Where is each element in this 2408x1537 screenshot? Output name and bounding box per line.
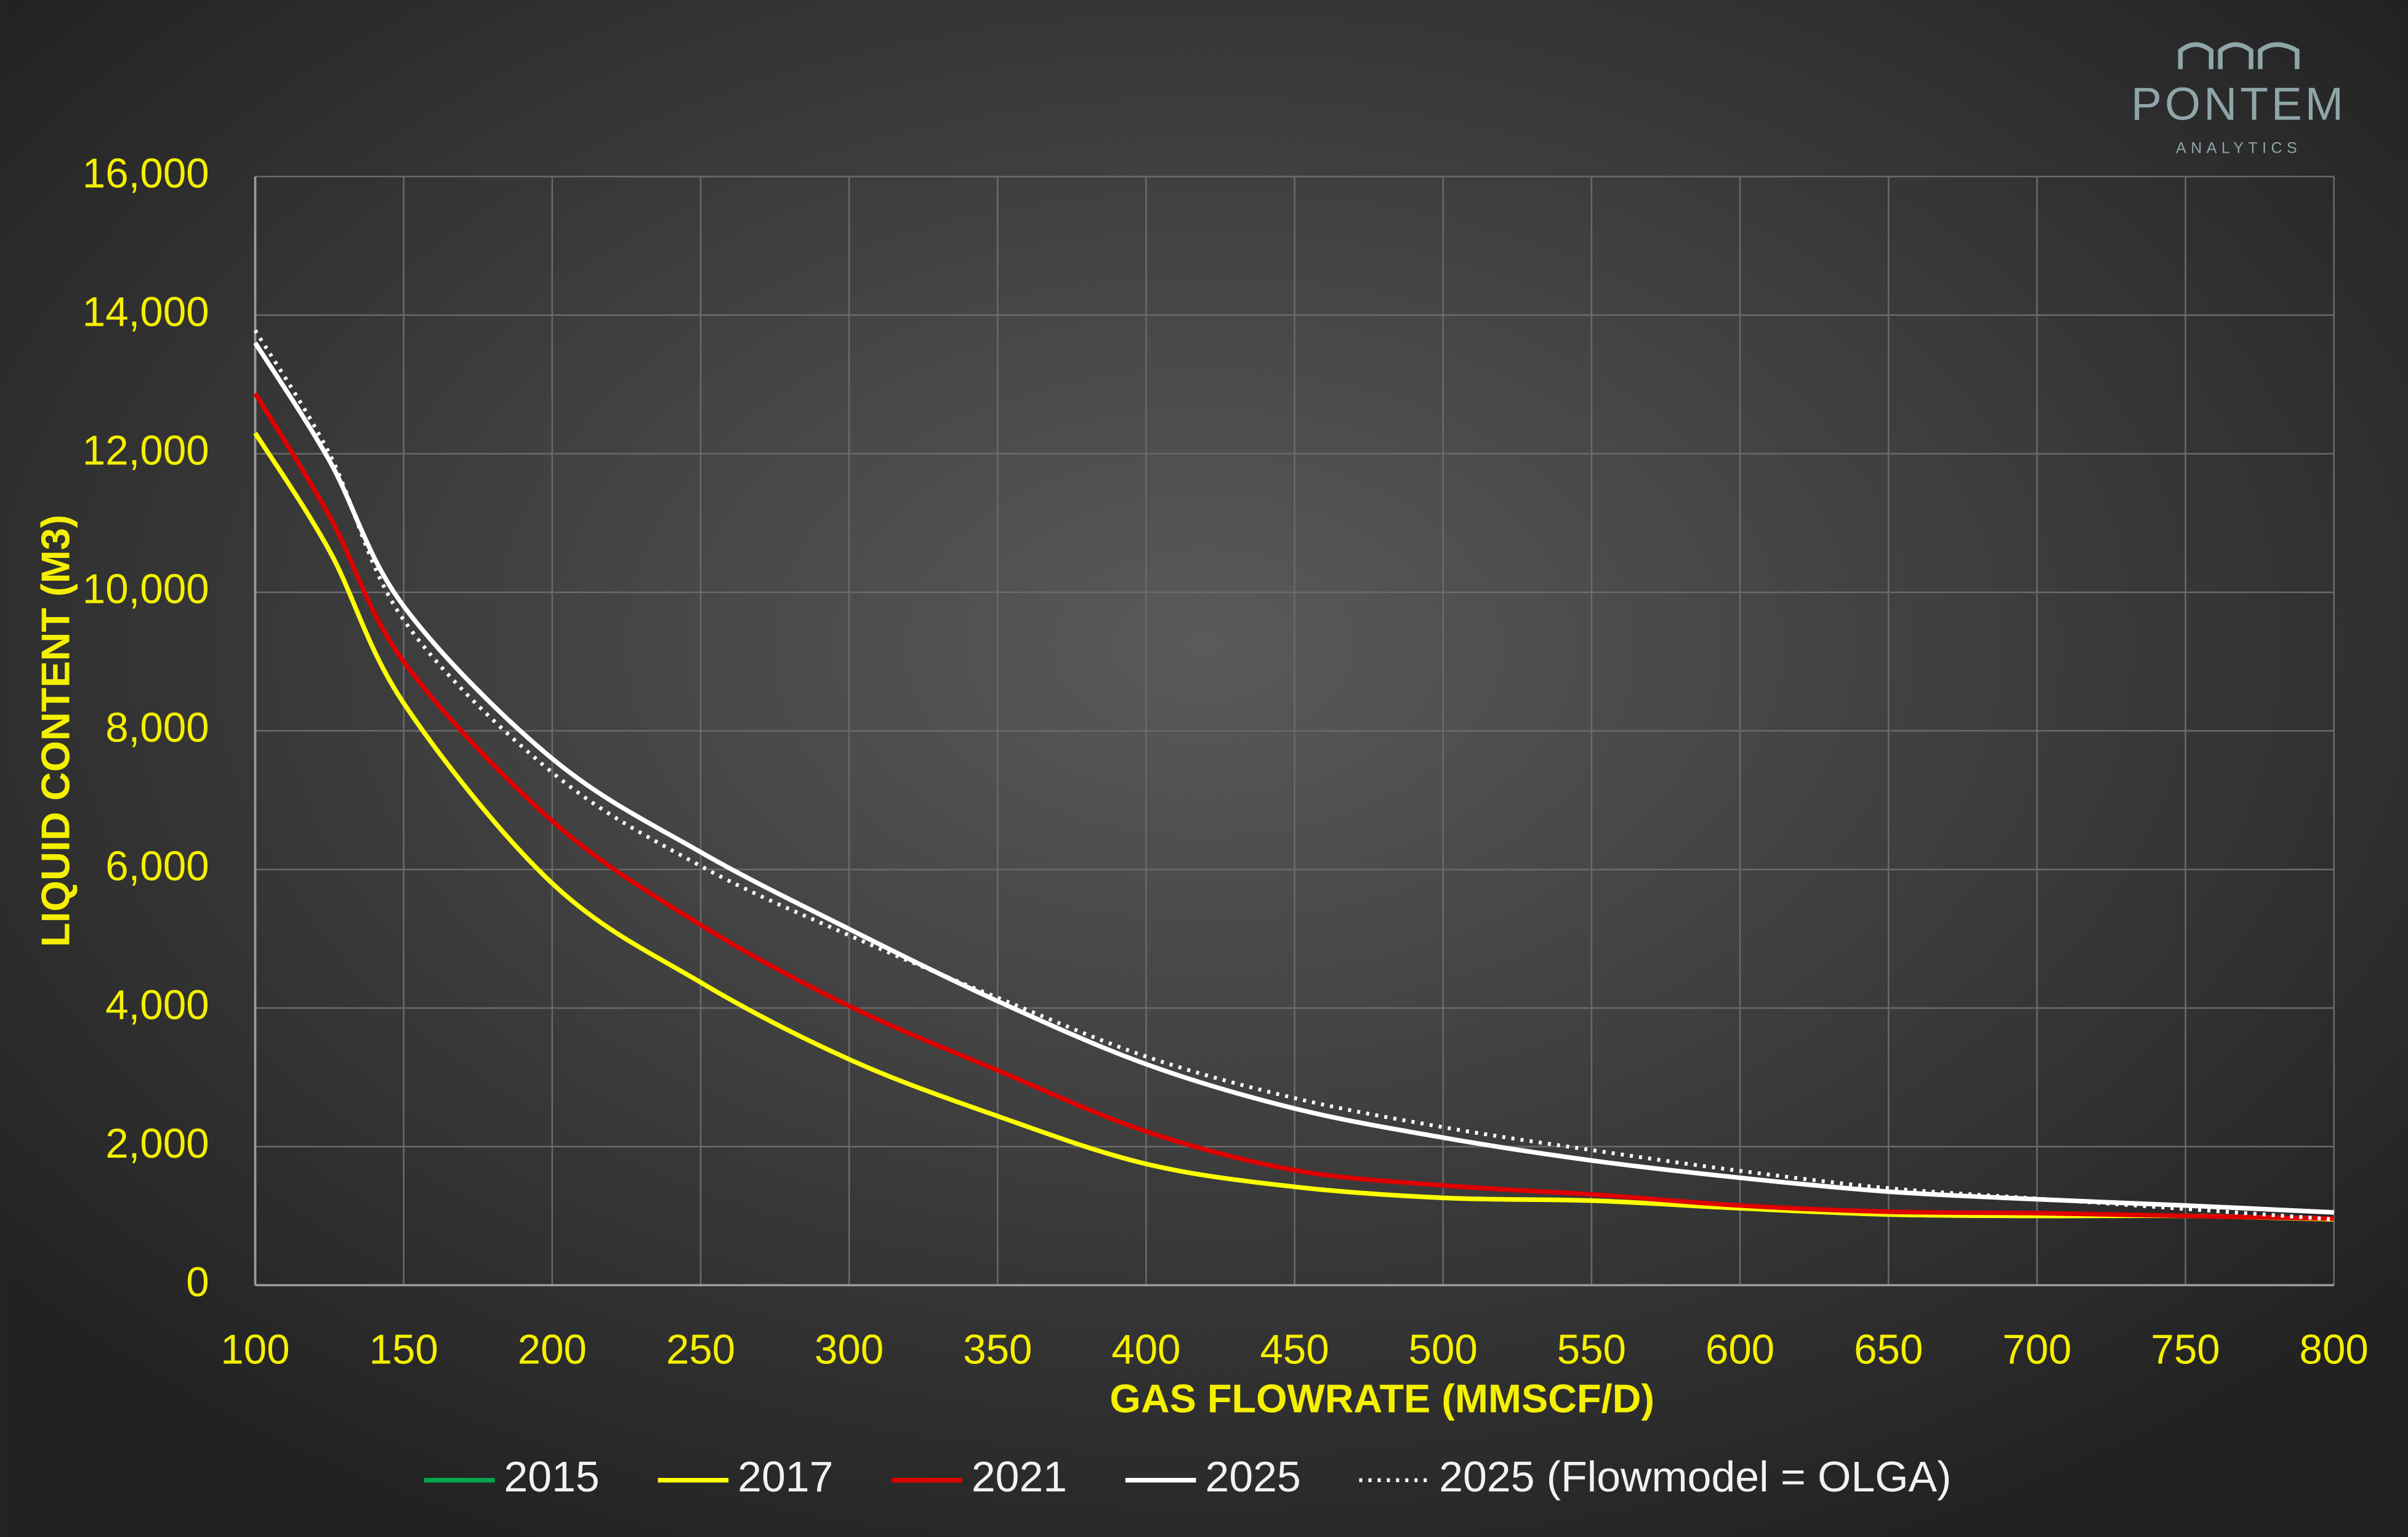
logo-name: PONTEM: [2131, 78, 2346, 129]
x-tick-label: 200: [518, 1327, 587, 1373]
x-tick-label: 650: [1854, 1327, 1923, 1373]
y-tick-label: 2,000: [105, 1121, 209, 1167]
y-tick-label: 0: [186, 1259, 209, 1305]
x-tick-label: 800: [2300, 1327, 2369, 1373]
x-tick-label: 450: [1260, 1327, 1329, 1373]
x-tick-label: 350: [963, 1327, 1032, 1373]
x-tick-label: 100: [220, 1327, 289, 1373]
y-tick-label: 8,000: [105, 705, 209, 751]
y-tick-label: 4,000: [105, 982, 209, 1028]
legend-label: 2025: [1206, 1453, 1301, 1501]
y-axis-title: LIQUID CONTENT (M3): [33, 515, 78, 947]
legend-label: 2025 (Flowmodel = OLGA): [1439, 1453, 1951, 1501]
logo-sub: ANALYTICS: [2176, 139, 2301, 156]
x-tick-label: 500: [1409, 1327, 1478, 1373]
y-tick-label: 14,000: [83, 289, 209, 336]
x-tick-label: 400: [1111, 1327, 1180, 1373]
x-tick-label: 250: [666, 1327, 735, 1373]
series-line: [253, 432, 2334, 1222]
x-tick-label: 700: [2002, 1327, 2071, 1373]
y-tick-label: 16,000: [83, 151, 209, 197]
legend-label: 2021: [972, 1453, 1067, 1501]
legend: 2015 2017 2021 2025 2025 (Flowmodel = OLGA): [424, 1453, 1951, 1501]
logo: PONTEM ANALYTICS: [2131, 42, 2346, 156]
series-line: [253, 329, 2334, 1222]
series-line: [253, 341, 2334, 1215]
y-tick-label: 6,000: [105, 844, 209, 890]
x-tick-label: 750: [2151, 1327, 2220, 1373]
y-tick-label: 12,000: [83, 428, 209, 474]
x-axis-title: GAS FLOWRATE (MMSCF/D): [1109, 1376, 1654, 1421]
x-tick-label: 600: [1705, 1327, 1774, 1373]
x-tick-label: 550: [1557, 1327, 1626, 1373]
logo-icon: [2178, 42, 2300, 70]
x-tick-label: 300: [815, 1327, 884, 1373]
x-tick-label: 150: [369, 1327, 438, 1373]
legend-label: 2015: [504, 1453, 599, 1501]
y-tick-label: 10,000: [83, 567, 209, 613]
series-line: [253, 392, 2334, 1221]
legend-label: 2017: [738, 1453, 833, 1501]
